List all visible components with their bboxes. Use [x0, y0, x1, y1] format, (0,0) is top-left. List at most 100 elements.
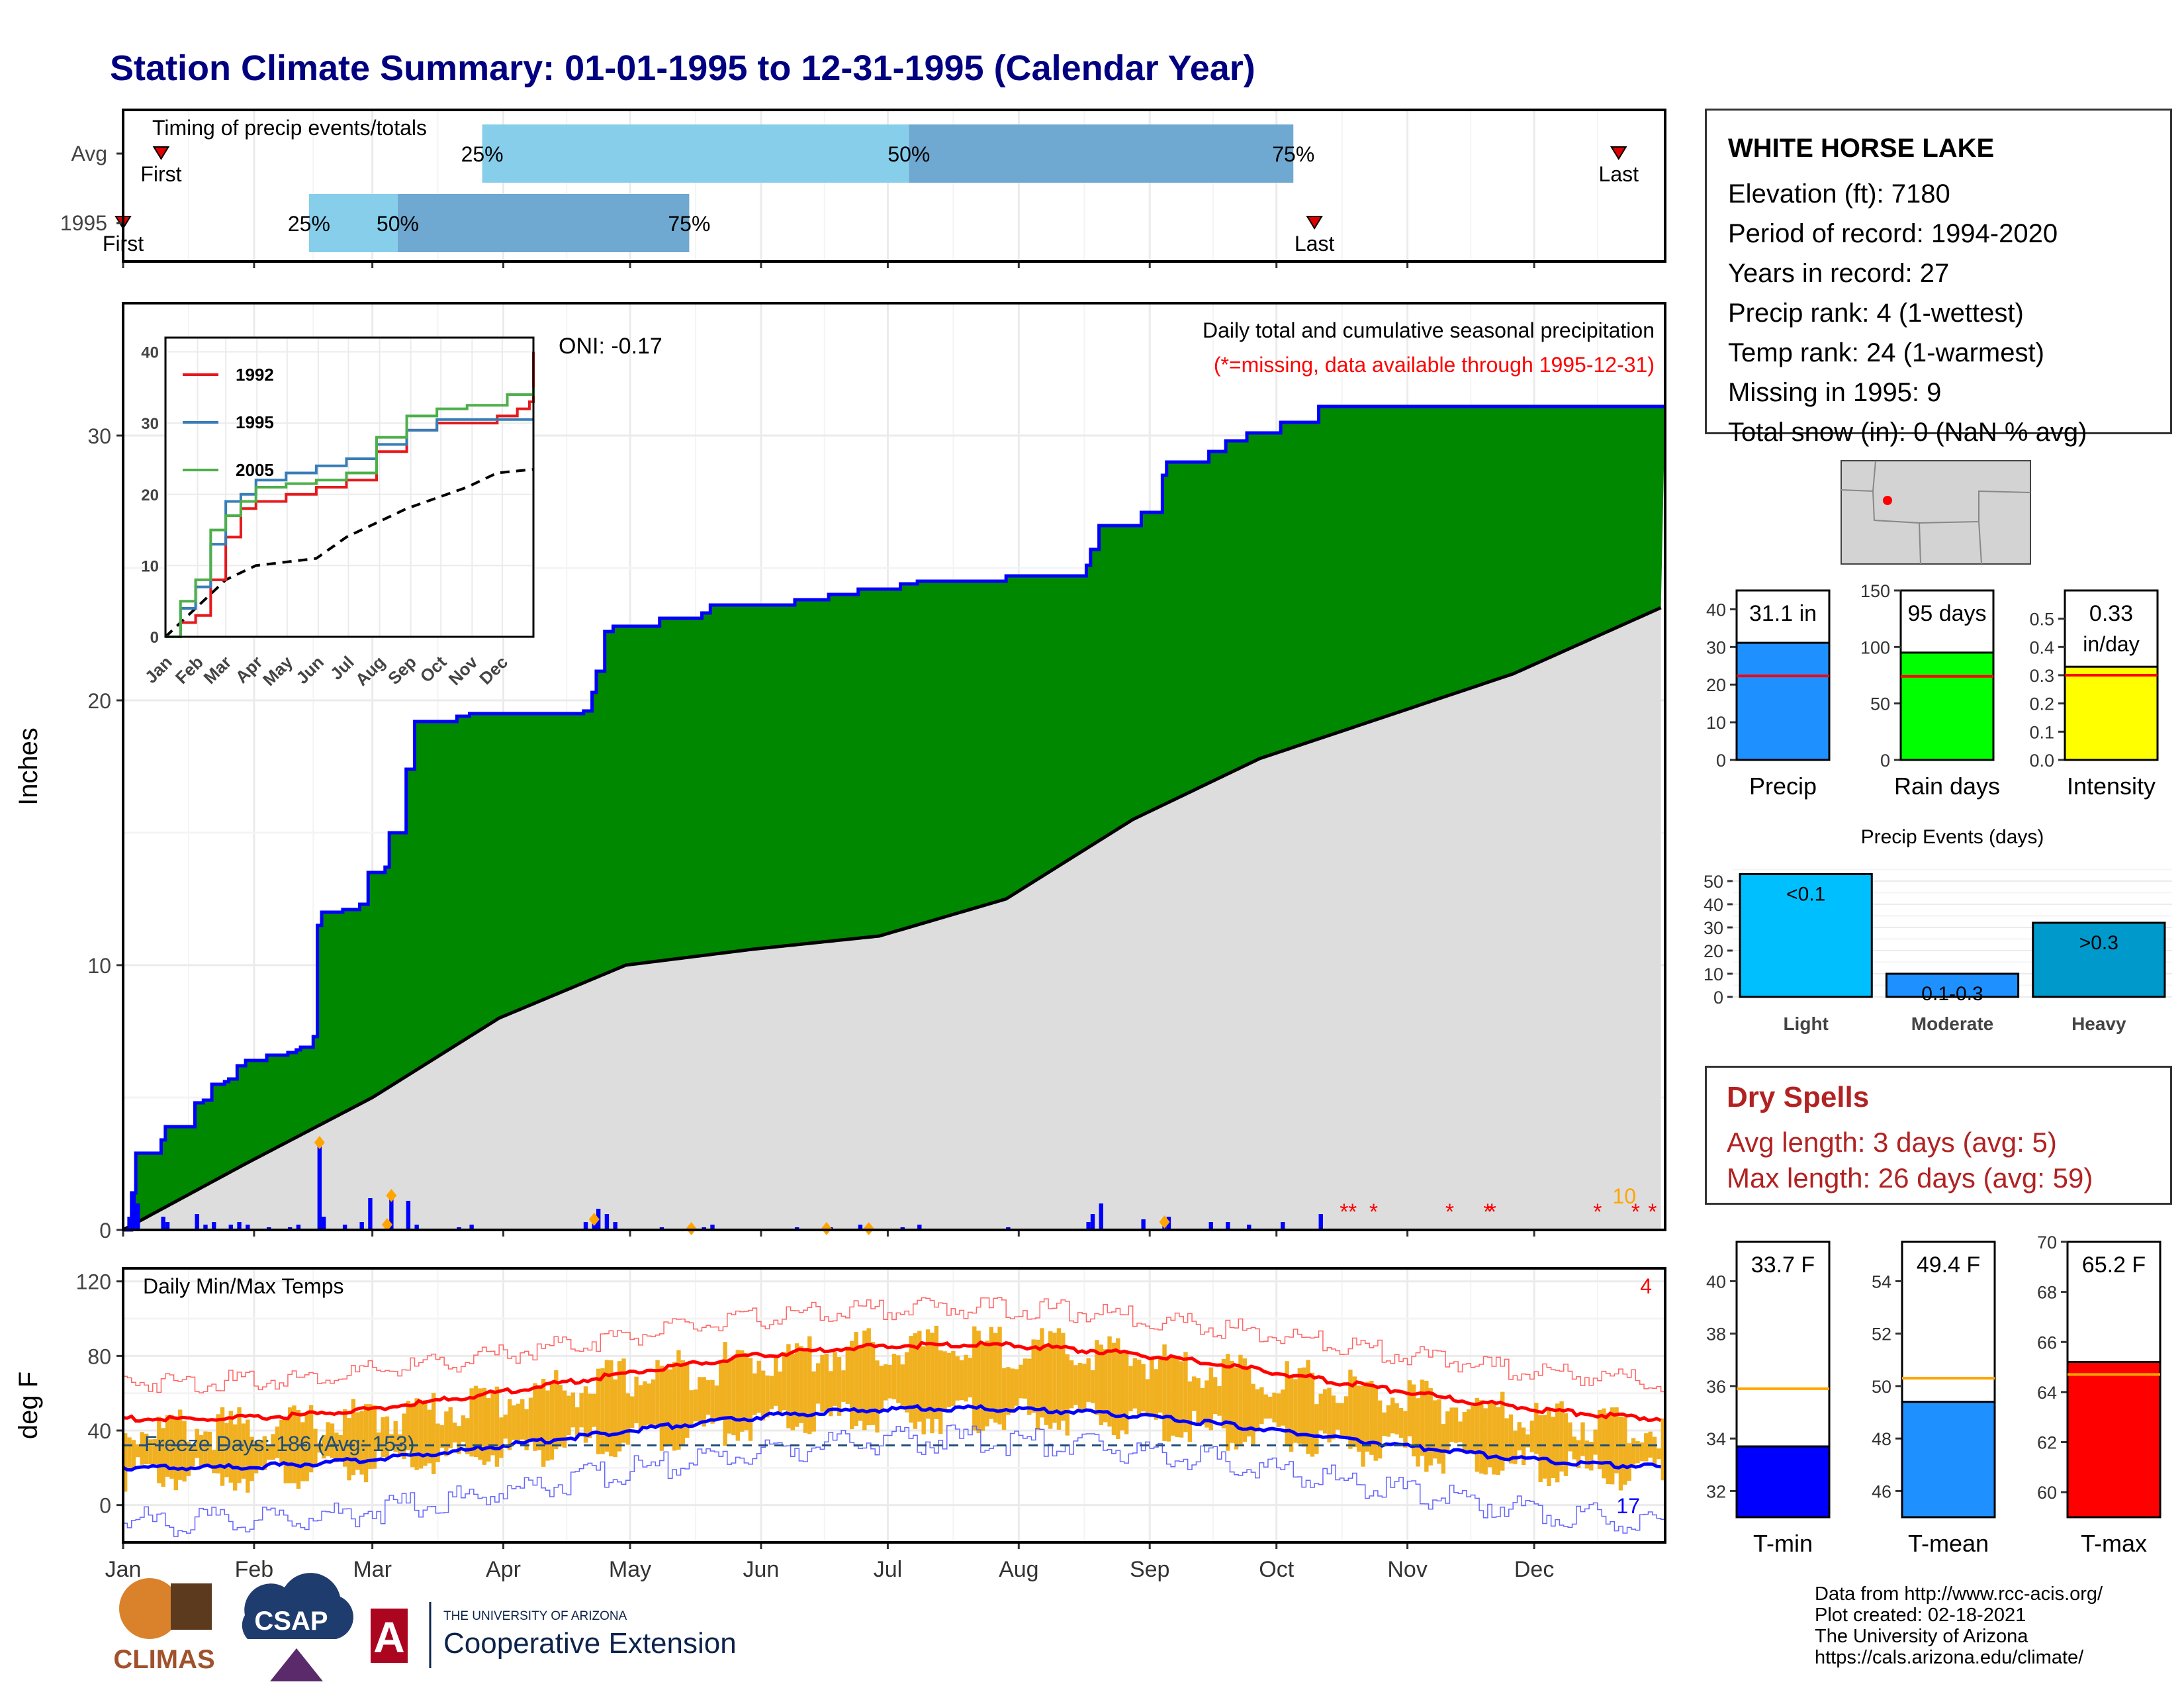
summary-label: T-mean	[1908, 1530, 1989, 1557]
daily-temp-bar	[1529, 1421, 1535, 1452]
daily-temp-bar	[1428, 1387, 1433, 1466]
daily-temp-bar	[925, 1329, 931, 1419]
daily-temp-bar	[1661, 1418, 1665, 1481]
daily-temp-bar	[1496, 1407, 1501, 1476]
inset-y-tick-label: 40	[141, 344, 159, 362]
daily-temp-bar	[604, 1360, 610, 1452]
daily-temp-bar	[714, 1385, 719, 1419]
daily-temp-bar	[1365, 1382, 1370, 1452]
summary-value: 33.7 F	[1751, 1252, 1815, 1278]
daily-temp-bar	[875, 1360, 880, 1433]
event-category-label: Moderate	[1911, 1013, 1993, 1034]
daily-temp-bar	[1336, 1403, 1340, 1430]
daily-temp-bar	[402, 1413, 406, 1459]
x-tick-label: Feb	[235, 1557, 274, 1582]
daily-temp-bar	[1492, 1403, 1496, 1475]
inset-x-tick-label: Sep	[384, 652, 420, 688]
daily-temp-bar	[815, 1363, 821, 1404]
locator-map-borders	[1841, 460, 2031, 565]
daily-temp-bar	[1120, 1350, 1124, 1430]
daily-temp-bar	[1623, 1417, 1627, 1485]
daily-temp-bar	[829, 1371, 833, 1417]
x-tick-label: Aug	[999, 1557, 1039, 1582]
daily-temp-bar	[1023, 1358, 1028, 1399]
daily-temp-bar	[1162, 1344, 1167, 1441]
daily-temp-bar	[317, 1442, 322, 1453]
y-tick-label: 0.1	[2029, 722, 2054, 742]
y-tick-label: 80	[87, 1344, 111, 1368]
record-low-count: 17	[1616, 1494, 1640, 1518]
daily-temp-bar	[1116, 1338, 1120, 1440]
daily-temp-bar	[1555, 1403, 1560, 1483]
daily-precip-bar	[342, 1225, 347, 1230]
inset-x-tick-label: Aug	[351, 652, 389, 690]
missing-day-marker: *	[1488, 1199, 1496, 1225]
x-tick-label: Dec	[1514, 1557, 1554, 1582]
daily-precip-bar	[203, 1225, 208, 1230]
daily-temp-bar	[1040, 1328, 1044, 1418]
daily-temp-bar	[448, 1407, 453, 1448]
daily-temp-bar	[1314, 1404, 1319, 1454]
x-tick-label: Sep	[1130, 1557, 1170, 1582]
summary-label: Intensity	[2067, 773, 2156, 800]
csap-logo-mountain	[270, 1648, 323, 1681]
daily-temp-bar	[161, 1428, 165, 1487]
inset-y-tick-label: 20	[141, 487, 159, 504]
daily-temp-bar	[1128, 1366, 1133, 1411]
inset-x-tick-label: Feb	[171, 652, 207, 688]
daily-temp-bar	[1259, 1387, 1264, 1425]
daily-temp-bar	[220, 1407, 225, 1486]
daily-temp-bar	[262, 1436, 267, 1470]
daily-precip-bar	[131, 1193, 136, 1230]
daily-temp-bar	[647, 1383, 651, 1425]
daily-temp-bar	[1056, 1328, 1062, 1430]
daily-temp-bar	[308, 1405, 314, 1473]
daily-temp-bar	[347, 1418, 351, 1481]
daily-temp-bar	[478, 1388, 482, 1460]
daily-temp-bar	[1044, 1346, 1048, 1425]
daily-temp-bar	[976, 1331, 981, 1434]
summary-bar	[1901, 1401, 1996, 1519]
summary-value: 31.1 in	[1749, 601, 1817, 626]
daily-temp-bar	[1289, 1376, 1294, 1452]
daily-temp-bar	[1145, 1379, 1150, 1414]
daily-temp-bar	[1352, 1376, 1357, 1448]
daily-temp-bar	[444, 1411, 449, 1457]
dry-spells-box: Dry Spells Avg length: 3 days (avg: 5) M…	[1705, 1066, 2172, 1205]
daily-temp-bar	[1589, 1442, 1594, 1471]
daily-temp-bar	[406, 1401, 411, 1450]
daily-temp-bar	[710, 1380, 715, 1424]
y-tick-label: 50	[1870, 694, 1890, 714]
locator-map	[1841, 460, 2031, 565]
daily-temp-bar	[592, 1393, 596, 1427]
timing-panel-title: Timing of precip events/totals	[152, 116, 427, 140]
daily-temp-bar	[1458, 1421, 1463, 1442]
daily-precip-bar	[296, 1225, 301, 1230]
daily-temp-bar	[334, 1432, 339, 1463]
daily-temp-bar	[499, 1417, 504, 1458]
daily-temp-bar	[473, 1385, 478, 1458]
daily-temp-bar	[748, 1358, 753, 1441]
daily-temp-bar	[841, 1370, 846, 1402]
daily-temp-bar	[1508, 1414, 1514, 1464]
daily-temp-bar	[342, 1409, 347, 1467]
daily-temp-bar	[820, 1354, 825, 1412]
daily-temp-bar	[465, 1418, 470, 1454]
daily-temp-bar	[165, 1415, 170, 1477]
station-location-dot	[1883, 496, 1892, 505]
summary-value: 65.2 F	[2082, 1252, 2146, 1278]
daily-temp-bar	[803, 1350, 808, 1433]
daily-temp-bar	[1141, 1364, 1146, 1412]
x-tick-label: Nov	[1387, 1557, 1427, 1582]
daily-temp-bar	[854, 1332, 858, 1427]
daily-temp-bar	[1234, 1367, 1239, 1450]
timing-marker	[1610, 146, 1627, 160]
daily-precip-bar	[1208, 1222, 1213, 1230]
daily-temp-bar	[1212, 1377, 1218, 1415]
daily-temp-bar	[279, 1420, 284, 1465]
daily-temp-bar	[934, 1325, 939, 1419]
daily-temp-bar	[524, 1409, 529, 1450]
daily-temp-bar	[985, 1340, 989, 1427]
daily-temp-bar	[136, 1444, 140, 1458]
